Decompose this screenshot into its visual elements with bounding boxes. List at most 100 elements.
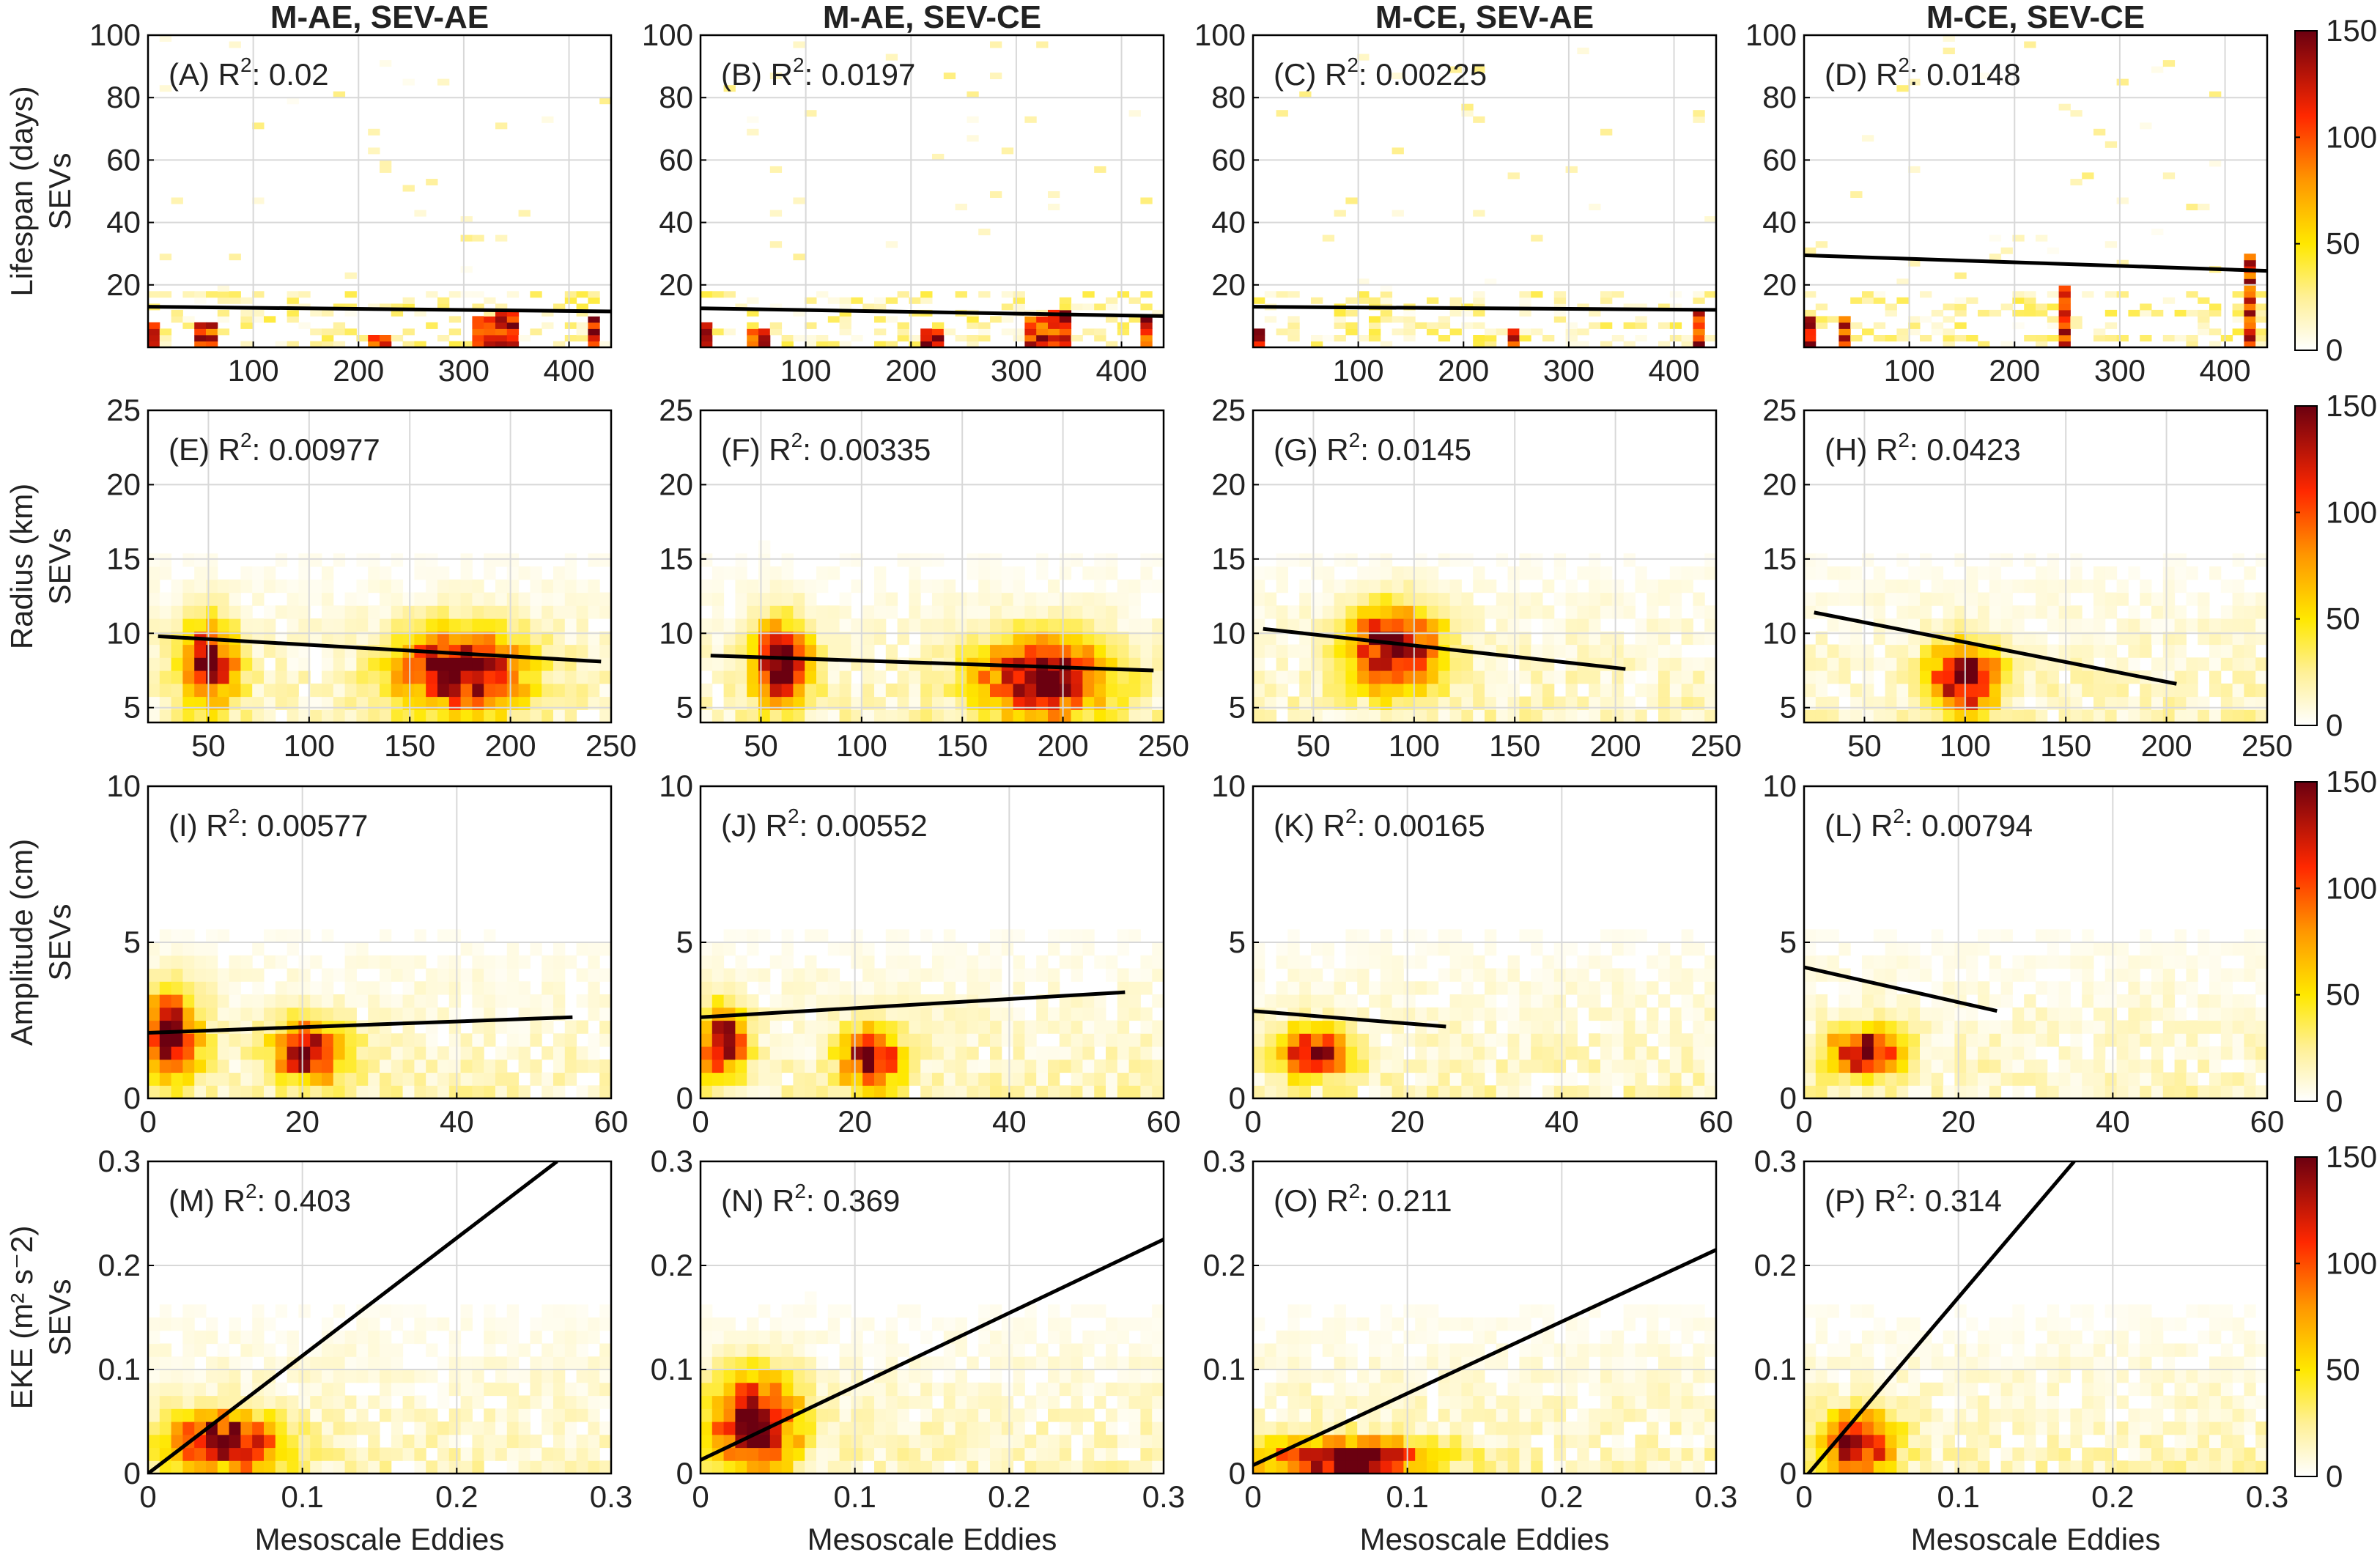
heatmap-cell <box>967 618 979 632</box>
heatmap-cell <box>229 994 241 1008</box>
heatmap-cell <box>1048 618 1060 632</box>
heatmap-cell <box>495 657 508 671</box>
heatmap-cell <box>275 605 288 619</box>
heatmap-cell <box>287 631 299 646</box>
heatmap-cell <box>1507 618 1520 632</box>
heatmap-cell <box>2209 566 2222 580</box>
heatmap-cell <box>460 566 473 580</box>
heatmap-cell <box>2220 942 2233 956</box>
heatmap-cell <box>252 1447 265 1461</box>
heatmap-cell <box>437 1007 450 1021</box>
heatmap-cell <box>1669 670 1682 684</box>
heatmap-cell <box>588 328 600 336</box>
heatmap-cell <box>1693 994 1705 1008</box>
heatmap-cell <box>426 1460 438 1474</box>
heatmap-cell <box>460 942 473 956</box>
heatmap-cell <box>1507 683 1520 698</box>
heatmap-cell <box>2162 1007 2176 1021</box>
heatmap-cell <box>701 1085 713 1098</box>
heatmap-cell <box>1704 670 1716 684</box>
heatmap-cell <box>484 335 496 341</box>
heatmap-cell <box>2140 1059 2152 1073</box>
heatmap-cell <box>599 592 611 606</box>
heatmap-cell <box>1299 1046 1312 1060</box>
heatmap-cell <box>1106 955 1118 969</box>
heatmap-cell <box>344 272 357 279</box>
y-tick-label: 100 <box>1745 18 1797 52</box>
heatmap-cell <box>1461 942 1474 956</box>
r2-value: : 0.0145 <box>1360 432 1471 467</box>
x-tick-label: 60 <box>1147 1104 1181 1139</box>
heatmap-cell <box>287 1434 299 1449</box>
heatmap-cell <box>576 1395 588 1409</box>
heatmap-cell <box>897 291 909 298</box>
heatmap-cell <box>1345 1085 1358 1098</box>
r2-value: : 0.00335 <box>802 432 931 467</box>
heatmap-cell <box>1658 670 1671 684</box>
heatmap-cell <box>506 592 520 606</box>
heatmap-cell <box>171 1059 183 1073</box>
heatmap-cell <box>1345 929 1358 943</box>
heatmap-cell <box>1623 1059 1636 1073</box>
heatmap-cell <box>252 1046 265 1060</box>
heatmap-cell <box>862 994 875 1008</box>
heatmap-cell <box>909 1072 921 1086</box>
heatmap-cell <box>1943 1059 1955 1073</box>
heatmap-cell <box>1920 968 1932 982</box>
r2-value: : 0.00552 <box>799 808 928 843</box>
column-title: M-AE, SEV-AE <box>270 0 489 35</box>
heatmap-cell <box>1815 1072 1828 1086</box>
heatmap-cell <box>920 696 933 710</box>
heatmap-cell <box>275 1434 288 1449</box>
heatmap-cell <box>769 631 783 646</box>
heatmap-cell <box>1931 618 1944 632</box>
heatmap-cell <box>1681 341 1693 347</box>
heatmap-cell <box>333 994 346 1008</box>
heatmap-cell <box>298 929 311 943</box>
heatmap-cell <box>252 618 265 632</box>
heatmap-cell <box>275 1072 288 1086</box>
heatmap-cell <box>194 566 207 580</box>
heatmap-cell <box>2012 309 2025 317</box>
heatmap-cell <box>530 994 542 1008</box>
heatmap-cell <box>402 657 415 671</box>
heatmap-cell <box>1094 1007 1106 1021</box>
heatmap-cell <box>2220 1046 2233 1060</box>
heatmap-cell <box>735 955 747 969</box>
heatmap-cell <box>1553 631 1567 646</box>
heatmap-cell <box>2036 981 2048 995</box>
heatmap-cell <box>1658 579 1671 594</box>
heatmap-cell <box>781 341 794 347</box>
heatmap-cell <box>287 618 299 632</box>
heatmap-cell <box>2012 1085 2025 1098</box>
heatmap-cell <box>1253 644 1265 658</box>
heatmap-cell <box>2024 968 2036 982</box>
heatmap-cell <box>356 1356 369 1370</box>
heatmap-cell <box>2000 1072 2013 1086</box>
r2-value: : 0.0148 <box>1910 57 2021 92</box>
heatmap-cell <box>1036 631 1049 646</box>
heatmap-cell <box>1681 1007 1693 1021</box>
heatmap-cell <box>506 1422 520 1435</box>
heatmap-cell <box>701 644 713 658</box>
heatmap-cell <box>1106 631 1118 646</box>
heatmap-cell <box>287 1085 299 1098</box>
heatmap-cell <box>159 1343 172 1357</box>
heatmap-cell <box>747 128 759 136</box>
r2-label: (B) R <box>721 57 793 92</box>
heatmap-cell <box>356 1059 369 1073</box>
heatmap-cell <box>240 1072 253 1086</box>
heatmap-cell <box>839 942 851 956</box>
heatmap-cell <box>1299 592 1312 606</box>
heatmap-cell <box>2198 328 2210 336</box>
heatmap-cell <box>2093 644 2106 658</box>
heatmap-cell <box>1369 335 1381 341</box>
heatmap-cell <box>701 328 713 336</box>
heatmap-cell <box>1507 696 1520 710</box>
heatmap-cell <box>1438 696 1451 710</box>
heatmap-cell <box>793 994 805 1008</box>
heatmap-cell <box>1838 341 1851 347</box>
heatmap-cell <box>1117 696 1130 710</box>
heatmap-cell <box>1542 981 1555 995</box>
heatmap-cell <box>2220 981 2233 995</box>
